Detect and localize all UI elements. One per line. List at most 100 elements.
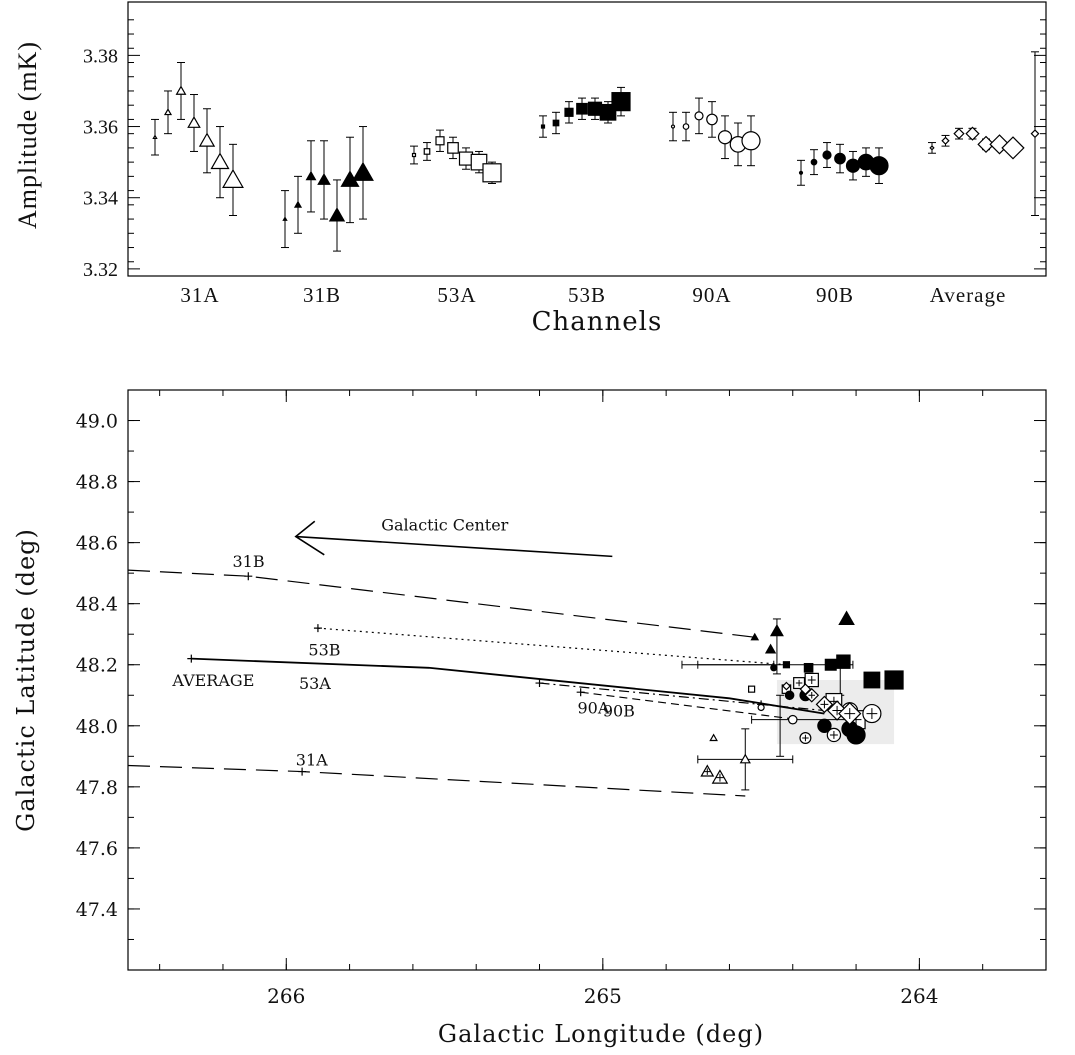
point-crosshair: [820, 700, 829, 709]
data-point-Average: [953, 128, 965, 140]
bottom-data-marks: [700, 610, 904, 784]
top-x-tick-label: 31B: [303, 283, 341, 307]
data-point-31A: [152, 134, 158, 140]
bottom-x-tick-label: 265: [584, 984, 622, 1008]
point-crosshair: [795, 679, 803, 687]
data-point-53A: [482, 163, 502, 183]
top-y-tick-label: 3.36: [83, 117, 118, 139]
track-31B: [127, 569, 755, 638]
track-endpoint: [535, 679, 544, 688]
data-point-Average: [965, 126, 980, 141]
bottom-x-tick-label: 266: [267, 984, 305, 1008]
data-point-53A: [447, 142, 459, 154]
bottom-y-tick-label: 47.4: [76, 899, 118, 921]
data-point-90B: [869, 156, 889, 176]
position-point-31B: [769, 624, 784, 637]
position-point-31B: [764, 643, 777, 654]
position-point-53B: [836, 654, 851, 669]
track-endpoint: [187, 654, 196, 663]
top-x-tick-label: 53A: [437, 283, 476, 307]
data-point-90A: [694, 111, 704, 121]
bottom-y-tick-label: 47.8: [76, 777, 118, 799]
point-crosshair: [829, 730, 838, 739]
data-point-Average: [989, 134, 1010, 155]
annotation-label: Galactic Center: [381, 515, 508, 534]
top-data-marks: [151, 51, 1040, 252]
top-x-tick-label: 53B: [568, 283, 606, 307]
top-y-tick-label: 3.34: [83, 188, 118, 210]
track-midpoint: [244, 572, 253, 581]
data-point-Average: [929, 145, 935, 151]
top-x-tick-label: Average: [930, 283, 1007, 307]
track-53B: [317, 627, 787, 666]
bottom-y-axis-label: Galactic Latitude (deg): [12, 528, 40, 832]
annotation-label: 90B: [603, 702, 635, 721]
position-point-31B: [838, 610, 855, 625]
position-point-53B: [863, 671, 881, 689]
track-90B: [580, 691, 800, 721]
top-y-tick-label: 3.38: [83, 45, 118, 67]
position-point-AVERAGE: [781, 681, 791, 691]
position-point-AVERAGE: [799, 683, 812, 696]
position-point-53B: [803, 662, 814, 673]
data-point-31A: [210, 152, 230, 170]
data-point-31A: [163, 108, 173, 116]
position-point-90B: [770, 664, 778, 672]
position-point-53B: [782, 661, 791, 669]
track-midpoint: [298, 767, 307, 776]
data-point-31A: [187, 116, 201, 128]
top-x-ticks: 31A 31B 53A 53B 90A 90B Average: [180, 283, 1007, 307]
track-endpoint: [576, 688, 585, 697]
data-point-31B: [282, 216, 288, 221]
data-point-53B: [611, 92, 631, 112]
data-point-90B: [810, 158, 818, 166]
data-point-31A: [175, 85, 187, 95]
data-point-53B: [587, 101, 603, 116]
data-point-Average: [941, 136, 950, 145]
data-point-53B: [576, 102, 588, 115]
position-point-90B: [846, 725, 866, 745]
bottom-y-ticks: 47.4 47.6 47.8 48.0 48.2 48.4 48.6 48.8 49.0: [76, 411, 1046, 940]
annotation-label: 90A: [578, 699, 610, 718]
position-point-90A: [757, 703, 765, 712]
data-point-Average: [1001, 136, 1025, 160]
top-x-tick-label: 90A: [692, 283, 731, 307]
bottom-y-tick-label: 48.0: [76, 716, 118, 738]
galactic-center-arrow-head: [294, 520, 325, 556]
track-31A: [127, 764, 746, 797]
bottom-x-tick-label: 264: [900, 984, 938, 1008]
data-point-90A: [706, 113, 718, 126]
point-crosshair: [866, 708, 878, 719]
bottom-y-tick-label: 48.4: [76, 594, 118, 616]
data-point-90B: [845, 158, 861, 173]
position-point-53B: [824, 658, 837, 671]
position-panel: 47.4 47.6 47.8 48.0 48.2 48.4 48.6 48.8 49.0 266…: [12, 389, 1047, 1048]
top-y-ticks: 3.32 3.34 3.36 3.38: [83, 19, 1046, 281]
position-point-31B: [750, 632, 760, 641]
bottom-y-tick-label: 49.0: [76, 411, 118, 433]
data-point-53A: [411, 152, 417, 158]
data-point-90B: [798, 170, 804, 175]
annotation-label: 31B: [232, 552, 264, 571]
amplitude-panel: 3.32 3.34 3.36 3.38 31A 31B 53A 53B 90A 90B Avera…: [13, 1, 1047, 337]
data-point-31B: [328, 207, 346, 222]
data-point-53B: [552, 119, 560, 127]
tracks: [127, 520, 854, 797]
bottom-y-tick-label: 48.8: [76, 472, 118, 494]
position-point-90B: [784, 690, 795, 701]
data-point-31B: [293, 200, 303, 208]
bottom-x-axis-label: Galactic Longitude (deg): [438, 1020, 764, 1048]
data-point-31A: [222, 168, 244, 188]
data-point-53A: [423, 148, 431, 155]
point-crosshair: [832, 705, 842, 716]
position-point-90B: [817, 718, 832, 733]
position-point-90A: [787, 714, 798, 725]
point-crosshair: [802, 734, 809, 742]
data-point-90B: [834, 152, 846, 165]
data-point-31A: [198, 132, 216, 147]
bottom-y-tick-label: 48.2: [76, 655, 118, 677]
annotation-label: 53A: [299, 674, 331, 693]
bottom-x-ticks: 266 265 264: [159, 390, 1047, 1008]
